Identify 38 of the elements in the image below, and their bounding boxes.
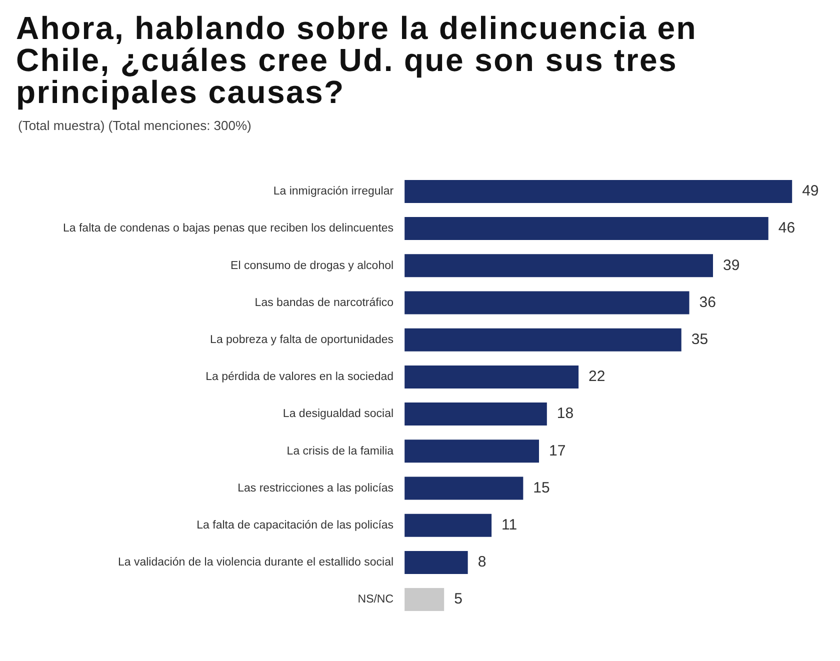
data-label: 36 (699, 294, 716, 311)
bar (404, 440, 539, 463)
data-label: 22 (588, 368, 606, 386)
bar (404, 476, 524, 500)
y-tick-label: Las bandas de narcotráfico (254, 296, 394, 309)
text: (Total muestra) (Total menciones: 300%) (18, 118, 252, 133)
data-label: 46 (778, 220, 796, 237)
y-tick-label: Las restricciones a las policías (238, 482, 394, 494)
y-tick-label: La pérdida de valores en la sociedad (206, 371, 394, 384)
y-tick-label: La inmigración irregular (273, 186, 394, 198)
bar (404, 254, 713, 278)
bar (404, 328, 682, 352)
bar (404, 588, 444, 612)
y-tick-label: La falta de capacitación de las policías (196, 520, 394, 532)
bar (404, 291, 690, 314)
chart-title: Ahora, hablando sobre la delincuencia en Chile, ¿cuáles cree Ud. que son sus tres principales causas? (16, 10, 698, 110)
y-tick-label: La pobreza y falta de oportunidades (210, 334, 394, 346)
y-tick-label: NS/NC (358, 594, 394, 606)
bar (404, 402, 547, 426)
data-label: 15 (533, 479, 550, 496)
bar (404, 217, 768, 240)
bar (404, 365, 579, 388)
data-label: 17 (549, 442, 566, 460)
y-tick-label: La desigualdad social (282, 408, 394, 420)
data-label: 18 (556, 405, 574, 422)
data-label: 5 (454, 590, 462, 608)
data-label: 8 (478, 554, 486, 571)
data-label: 35 (691, 330, 708, 348)
y-tick-label: El consumo de drogas y alcohol (230, 260, 394, 272)
y-tick-label: La validación de la violencia durante el estallido social (118, 556, 394, 569)
data-label: 39 (723, 256, 740, 274)
y-tick-label: La crisis de la familia (286, 445, 394, 458)
y-tick-label: La falta de condenas o bajas penas que reciben los delincuentes (63, 222, 394, 235)
data-label: 11 (502, 516, 518, 534)
bar (404, 180, 792, 203)
bar (404, 514, 492, 537)
data-label: 49 (802, 182, 819, 200)
bar (404, 550, 468, 574)
